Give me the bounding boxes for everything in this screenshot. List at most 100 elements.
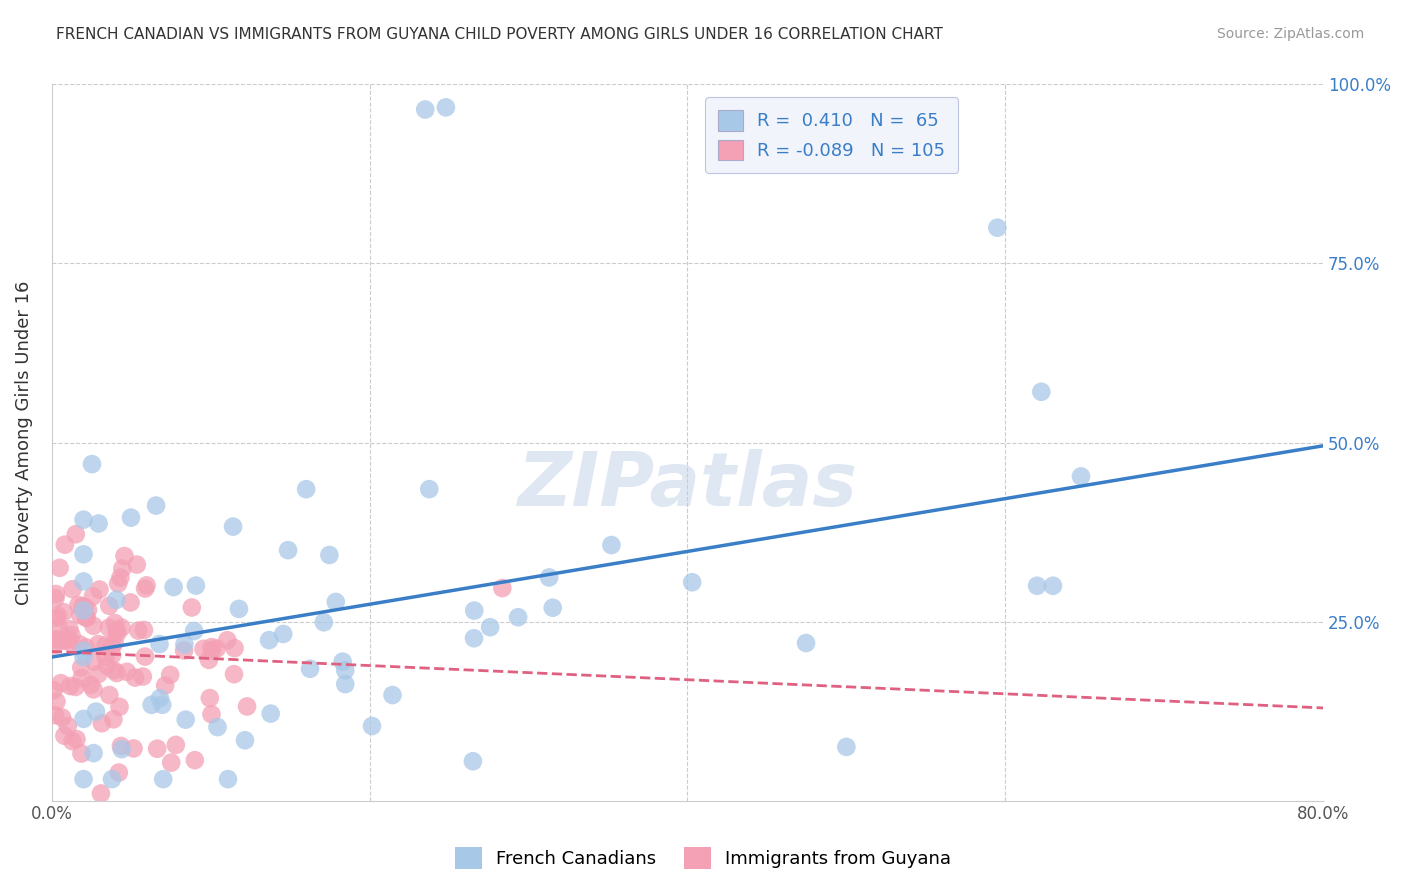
Point bbox=[835, 739, 858, 754]
Point bbox=[134, 582, 156, 596]
Point bbox=[132, 623, 155, 637]
Point bbox=[111, 561, 134, 575]
Point bbox=[90, 787, 112, 801]
Point bbox=[60, 734, 83, 748]
Point bbox=[44, 708, 66, 723]
Point bbox=[418, 482, 440, 496]
Point bbox=[228, 602, 250, 616]
Point bbox=[42, 683, 65, 698]
Point bbox=[541, 600, 564, 615]
Point bbox=[224, 641, 246, 656]
Point bbox=[257, 633, 280, 648]
Point bbox=[1031, 384, 1053, 399]
Point bbox=[70, 747, 93, 761]
Point bbox=[82, 589, 104, 603]
Text: ZIPatlas: ZIPatlas bbox=[517, 449, 858, 522]
Point bbox=[75, 640, 97, 655]
Point bbox=[59, 635, 82, 649]
Point bbox=[89, 582, 111, 597]
Point bbox=[45, 632, 67, 646]
Point bbox=[160, 756, 183, 770]
Point bbox=[103, 712, 125, 726]
Point bbox=[198, 653, 221, 667]
Point bbox=[111, 742, 134, 756]
Point bbox=[260, 706, 283, 721]
Point bbox=[381, 688, 404, 702]
Point bbox=[434, 100, 457, 114]
Point bbox=[76, 611, 98, 625]
Point bbox=[72, 712, 94, 726]
Point bbox=[90, 716, 112, 731]
Point bbox=[96, 658, 118, 673]
Point bbox=[600, 538, 623, 552]
Point bbox=[44, 591, 66, 606]
Point bbox=[98, 599, 121, 613]
Point bbox=[413, 103, 436, 117]
Legend: French Canadians, Immigrants from Guyana: French Canadians, Immigrants from Guyana bbox=[446, 838, 960, 879]
Point bbox=[233, 733, 256, 747]
Point bbox=[159, 668, 181, 682]
Point bbox=[72, 772, 94, 786]
Point bbox=[153, 678, 176, 692]
Point bbox=[45, 611, 67, 625]
Point bbox=[173, 643, 195, 657]
Point bbox=[114, 549, 136, 563]
Point bbox=[479, 620, 502, 634]
Point bbox=[148, 637, 170, 651]
Point bbox=[146, 741, 169, 756]
Point bbox=[101, 772, 124, 786]
Point bbox=[120, 510, 142, 524]
Point bbox=[132, 669, 155, 683]
Point bbox=[105, 624, 128, 638]
Point bbox=[51, 710, 73, 724]
Point bbox=[318, 548, 340, 562]
Point bbox=[72, 644, 94, 658]
Point bbox=[59, 679, 82, 693]
Point bbox=[104, 615, 127, 630]
Point bbox=[681, 575, 703, 590]
Point bbox=[277, 543, 299, 558]
Point bbox=[72, 603, 94, 617]
Point bbox=[73, 600, 96, 615]
Point bbox=[120, 595, 142, 609]
Point bbox=[162, 580, 184, 594]
Point bbox=[463, 604, 485, 618]
Point bbox=[83, 682, 105, 697]
Point bbox=[101, 640, 124, 654]
Point bbox=[173, 637, 195, 651]
Point bbox=[198, 691, 221, 706]
Point bbox=[222, 519, 245, 533]
Point bbox=[108, 765, 131, 780]
Point bbox=[184, 753, 207, 767]
Point bbox=[1070, 469, 1092, 483]
Text: Source: ZipAtlas.com: Source: ZipAtlas.com bbox=[1216, 27, 1364, 41]
Point bbox=[77, 603, 100, 617]
Point bbox=[201, 643, 224, 657]
Point bbox=[217, 633, 239, 648]
Point bbox=[53, 538, 76, 552]
Point bbox=[45, 695, 67, 709]
Point bbox=[122, 741, 145, 756]
Point bbox=[335, 677, 357, 691]
Point bbox=[335, 663, 357, 677]
Point bbox=[134, 649, 156, 664]
Point bbox=[72, 650, 94, 665]
Point bbox=[56, 632, 79, 647]
Point bbox=[135, 578, 157, 592]
Point bbox=[80, 457, 103, 471]
Point bbox=[217, 772, 239, 786]
Point bbox=[48, 561, 70, 575]
Point bbox=[83, 655, 105, 669]
Point bbox=[53, 633, 76, 648]
Point bbox=[461, 754, 484, 768]
Point bbox=[508, 610, 530, 624]
Point bbox=[110, 571, 132, 585]
Point bbox=[67, 598, 90, 612]
Point bbox=[271, 627, 294, 641]
Point bbox=[72, 599, 94, 614]
Point bbox=[101, 648, 124, 662]
Point bbox=[84, 705, 107, 719]
Point bbox=[325, 595, 347, 609]
Point bbox=[83, 746, 105, 760]
Point bbox=[183, 624, 205, 638]
